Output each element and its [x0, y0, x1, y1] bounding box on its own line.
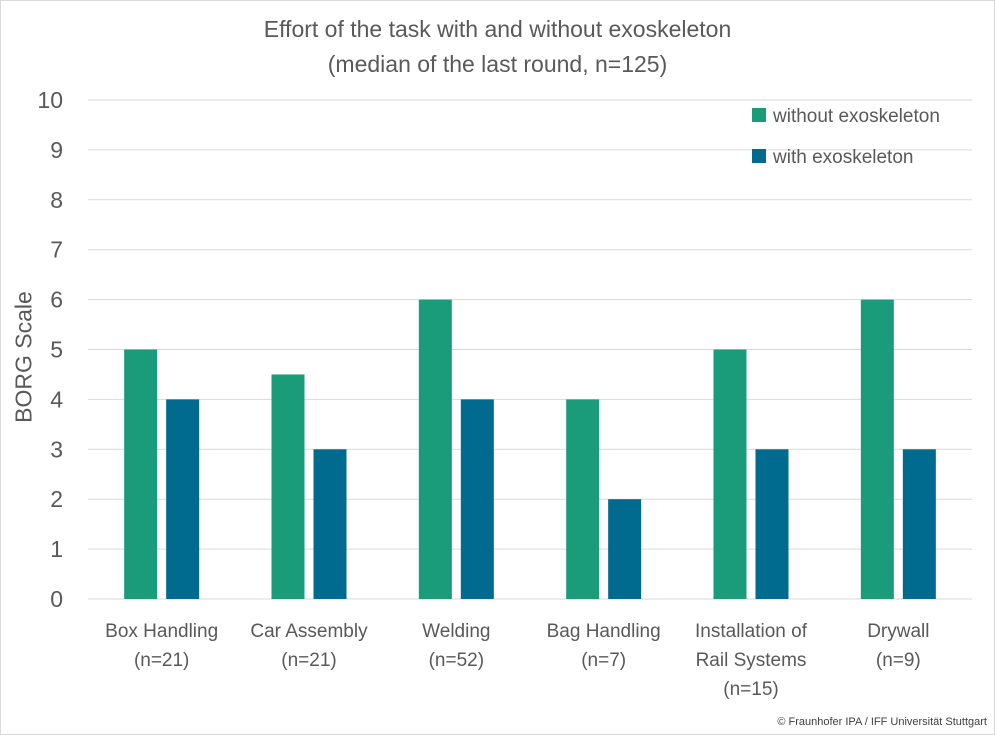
- y-tick-label-4: 4: [50, 386, 63, 412]
- bar-with-2: [460, 399, 494, 599]
- legend-label-with: with exoskeleton: [772, 147, 913, 168]
- y-tick-label-5: 5: [50, 337, 63, 363]
- x-category-label-5-0: Drywall: [867, 621, 929, 642]
- x-category-label-3-1: (n=7): [581, 650, 626, 671]
- legend-label-without: without exoskeleton: [772, 106, 940, 127]
- legend-swatch-with: [752, 149, 766, 163]
- bar-with-3: [608, 499, 642, 599]
- y-tick-label-9: 9: [50, 137, 63, 163]
- x-category-label-2-1: (n=52): [429, 650, 484, 671]
- copyright-credit: © Fraunhofer IPA / IFF Universität Stutt…: [777, 716, 987, 728]
- x-category-label-4-2: (n=15): [723, 679, 778, 700]
- bar-without-5: [860, 299, 894, 599]
- x-category-label-4-1: Rail Systems: [696, 650, 807, 671]
- y-tick-label-10: 10: [37, 87, 63, 113]
- x-category-label-3-0: Bag Handling: [547, 621, 661, 642]
- y-tick-label-2: 2: [50, 486, 63, 512]
- y-tick-label-1: 1: [50, 536, 63, 562]
- bar-without-2: [418, 299, 452, 599]
- legend-swatch-without: [752, 108, 766, 122]
- y-tick-label-7: 7: [50, 237, 63, 263]
- bar-with-1: [313, 449, 347, 599]
- bar-without-4: [713, 349, 747, 599]
- x-category-label-1-0: Car Assembly: [250, 621, 368, 642]
- x-category-label-1-1: (n=21): [281, 650, 336, 671]
- x-category-label-2-0: Welding: [422, 621, 490, 642]
- y-tick-label-3: 3: [50, 436, 63, 462]
- x-category-label-0-1: (n=21): [134, 650, 189, 671]
- bar-with-4: [755, 449, 789, 599]
- bar-with-0: [166, 399, 200, 599]
- bar-with-5: [902, 449, 936, 599]
- bar-without-3: [566, 399, 600, 599]
- x-category-label-5-1: (n=9): [876, 650, 921, 671]
- bar-without-1: [271, 374, 305, 599]
- chart-title-line-1: Effort of the task with and without exos…: [263, 16, 732, 42]
- y-tick-label-0: 0: [50, 586, 63, 612]
- y-tick-label-8: 8: [50, 187, 63, 213]
- y-tick-label-6: 6: [50, 287, 63, 313]
- x-category-label-0-0: Box Handling: [105, 621, 218, 642]
- chart-title-line-2: (median of the last round, n=125): [327, 51, 668, 77]
- x-category-label-4-0: Installation of: [695, 621, 808, 642]
- bar-without-0: [124, 349, 158, 599]
